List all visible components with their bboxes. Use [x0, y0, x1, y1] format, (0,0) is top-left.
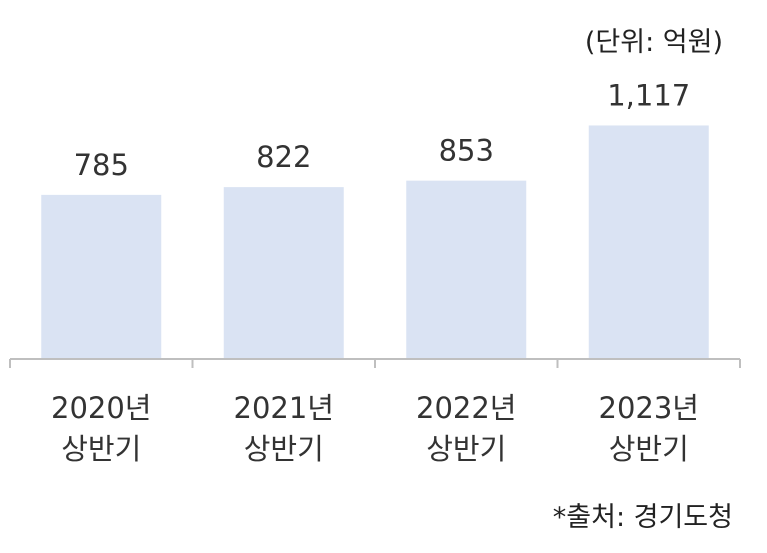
- value-label-0: 785: [74, 148, 129, 182]
- value-label-1: 822: [256, 140, 311, 174]
- category-label-0-line-0: 2020년: [51, 391, 151, 425]
- category-label-2-line-1: 상반기: [426, 432, 506, 466]
- category-label-0-line-1: 상반기: [61, 432, 141, 466]
- category-label-2-line-0: 2022년: [416, 391, 516, 425]
- bar-2: [406, 180, 527, 359]
- axis-layer: [9, 358, 741, 368]
- bar-1: [223, 187, 344, 359]
- value-label-2: 853: [439, 134, 494, 168]
- category-label-3-line-0: 2023년: [599, 391, 699, 425]
- unit-label: (단위: 억원): [584, 27, 723, 58]
- category-label-1-line-1: 상반기: [244, 432, 324, 466]
- bars-layer: [41, 125, 709, 359]
- value-label-3: 1,117: [607, 78, 690, 112]
- bar-0: [41, 194, 162, 359]
- bar-3: [588, 125, 709, 359]
- category-label-1-line-0: 2021년: [234, 391, 334, 425]
- category-label-3-line-1: 상반기: [609, 432, 689, 466]
- source-label: *출처: 경기도청: [552, 502, 733, 533]
